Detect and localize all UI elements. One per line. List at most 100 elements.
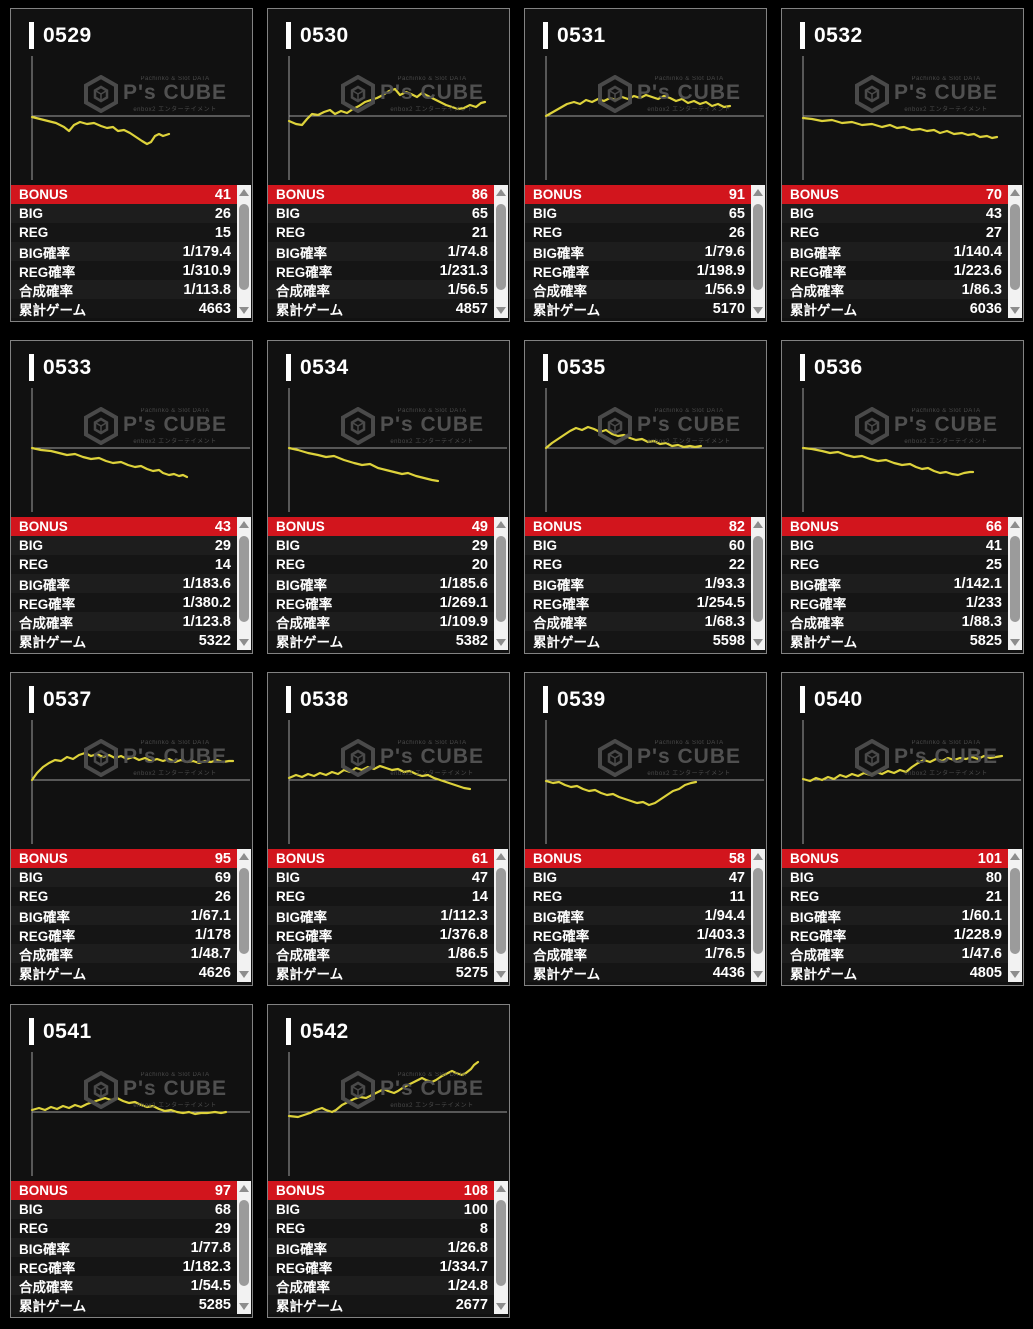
stats-scrollbar[interactable] (494, 849, 508, 982)
slump-graph: Pachinko & Slot DATA P's CUBE enbox2 エンタ… (11, 1047, 252, 1181)
bonus-label: BONUS (276, 519, 325, 534)
combined-rate-value: 1/109.9 (439, 613, 488, 630)
big-rate-label: BIG確率 (276, 577, 328, 593)
stats-row-big-rate: BIG確率 1/94.4 (525, 906, 751, 925)
scroll-up-arrow-icon[interactable] (496, 189, 506, 196)
scroll-up-arrow-icon[interactable] (496, 1185, 506, 1192)
scroll-down-arrow-icon[interactable] (1010, 307, 1020, 314)
scrollbar-thumb[interactable] (239, 536, 249, 622)
stats-row-bonus: BONUS 66 (782, 517, 1008, 536)
bonus-value: 101 (977, 850, 1002, 867)
big-rate-label: BIG確率 (19, 245, 71, 261)
reg-rate-value: 1/334.7 (439, 1258, 488, 1275)
scrollbar-thumb[interactable] (1010, 536, 1020, 622)
scroll-up-arrow-icon[interactable] (239, 521, 249, 528)
stats-scrollbar[interactable] (494, 1181, 508, 1314)
stats-scrollbar[interactable] (751, 185, 765, 318)
machine-card[interactable]: 0542 Pachinko & Slot DATA P's CUBE (267, 1004, 510, 1318)
machine-card[interactable]: 0532 Pachinko & Slot DATA P's CUBE (781, 8, 1024, 322)
machine-card[interactable]: 0530 Pachinko & Slot DATA P's CUBE (267, 8, 510, 322)
stats-row-combined-rate: 合成確率 1/86.3 (782, 280, 1008, 299)
scrollbar-thumb[interactable] (496, 868, 506, 954)
scroll-up-arrow-icon[interactable] (239, 1185, 249, 1192)
machine-card[interactable]: 0537 Pachinko & Slot DATA P's CUBE (10, 672, 253, 986)
combined-rate-label: 合成確率 (276, 947, 330, 963)
scroll-up-arrow-icon[interactable] (496, 853, 506, 860)
scroll-up-arrow-icon[interactable] (239, 853, 249, 860)
machine-card[interactable]: 0540 Pachinko & Slot DATA P's CUBE (781, 672, 1024, 986)
scroll-down-arrow-icon[interactable] (496, 307, 506, 314)
scroll-down-arrow-icon[interactable] (239, 1303, 249, 1310)
total-games-label: 累計ゲーム (19, 634, 87, 650)
scrollbar-thumb[interactable] (753, 868, 763, 954)
machine-card-header: 0538 (268, 673, 509, 715)
slump-graph-svg (544, 720, 764, 844)
bonus-value: 82 (728, 518, 745, 535)
scroll-up-arrow-icon[interactable] (496, 521, 506, 528)
scrollbar-thumb[interactable] (496, 204, 506, 290)
big-label: BIG (790, 538, 815, 553)
machine-card[interactable]: 0529 Pachinko & Slot DATA P's CUBE (10, 8, 253, 322)
stats-scrollbar[interactable] (751, 849, 765, 982)
machine-card-header: 0530 (268, 9, 509, 51)
stats-scrollbar[interactable] (1008, 185, 1022, 318)
scrollbar-thumb[interactable] (496, 1200, 506, 1286)
stats-scrollbar[interactable] (494, 185, 508, 318)
stats-table: BONUS 66 BIG 41 REG 25 BIG確率 1/142.1 REG… (782, 517, 1023, 650)
stats-row-big: BIG 43 (782, 204, 1008, 223)
stats-row-bonus: BONUS 70 (782, 185, 1008, 204)
scroll-up-arrow-icon[interactable] (239, 189, 249, 196)
scroll-down-arrow-icon[interactable] (496, 971, 506, 978)
reg-label: REG (533, 557, 563, 572)
reg-value: 15 (214, 224, 231, 241)
machine-card[interactable]: 0541 Pachinko & Slot DATA P's CUBE (10, 1004, 253, 1318)
machine-card[interactable]: 0535 Pachinko & Slot DATA P's CUBE (524, 340, 767, 654)
scrollbar-thumb[interactable] (239, 868, 249, 954)
machine-card[interactable]: 0531 Pachinko & Slot DATA P's CUBE (524, 8, 767, 322)
scrollbar-thumb[interactable] (1010, 204, 1020, 290)
scrollbar-thumb[interactable] (239, 1200, 249, 1286)
stats-scrollbar[interactable] (1008, 849, 1022, 982)
scroll-down-arrow-icon[interactable] (239, 971, 249, 978)
stats-scrollbar[interactable] (494, 517, 508, 650)
scroll-down-arrow-icon[interactable] (753, 971, 763, 978)
scroll-down-arrow-icon[interactable] (753, 307, 763, 314)
machine-card[interactable]: 0538 Pachinko & Slot DATA P's CUBE (267, 672, 510, 986)
scroll-up-arrow-icon[interactable] (753, 853, 763, 860)
machine-card[interactable]: 0539 Pachinko & Slot DATA P's CUBE (524, 672, 767, 986)
big-label: BIG (533, 870, 558, 885)
scroll-up-arrow-icon[interactable] (753, 189, 763, 196)
stats-scrollbar[interactable] (237, 185, 251, 318)
scroll-down-arrow-icon[interactable] (239, 639, 249, 646)
scrollbar-thumb[interactable] (753, 536, 763, 622)
scroll-up-arrow-icon[interactable] (1010, 189, 1020, 196)
machine-card[interactable]: 0533 Pachinko & Slot DATA P's CUBE (10, 340, 253, 654)
scroll-down-arrow-icon[interactable] (239, 307, 249, 314)
scroll-up-arrow-icon[interactable] (1010, 521, 1020, 528)
scrollbar-thumb[interactable] (753, 204, 763, 290)
scroll-down-arrow-icon[interactable] (1010, 971, 1020, 978)
scrollbar-thumb[interactable] (239, 204, 249, 290)
stats-scrollbar[interactable] (237, 517, 251, 650)
machine-number: 0542 (300, 1020, 349, 1043)
scroll-down-arrow-icon[interactable] (753, 639, 763, 646)
stats-row-big: BIG 47 (525, 868, 751, 887)
scroll-up-arrow-icon[interactable] (753, 521, 763, 528)
scroll-down-arrow-icon[interactable] (496, 1303, 506, 1310)
scrollbar-thumb[interactable] (1010, 868, 1020, 954)
scroll-down-arrow-icon[interactable] (496, 639, 506, 646)
scroll-down-arrow-icon[interactable] (1010, 639, 1020, 646)
stats-scrollbar[interactable] (237, 849, 251, 982)
scrollbar-thumb[interactable] (496, 536, 506, 622)
machine-card[interactable]: 0534 Pachinko & Slot DATA P's CUBE (267, 340, 510, 654)
stats-row-bonus: BONUS 101 (782, 849, 1008, 868)
stats-row-total-games: 累計ゲーム 5170 (525, 299, 751, 318)
stats-scrollbar[interactable] (237, 1181, 251, 1314)
stats-scrollbar[interactable] (1008, 517, 1022, 650)
stats-scrollbar[interactable] (751, 517, 765, 650)
scroll-up-arrow-icon[interactable] (1010, 853, 1020, 860)
machine-card[interactable]: 0536 Pachinko & Slot DATA P's CUBE (781, 340, 1024, 654)
reg-rate-label: REG確率 (790, 596, 847, 612)
slump-graph: Pachinko & Slot DATA P's CUBE enbox2 エンタ… (525, 715, 766, 849)
big-value: 80 (985, 869, 1002, 886)
